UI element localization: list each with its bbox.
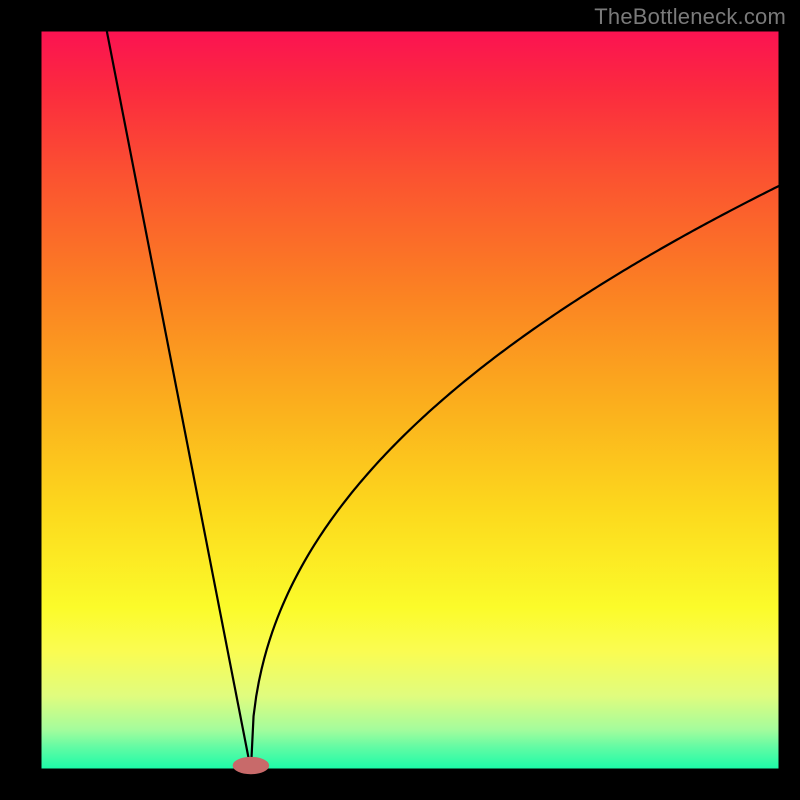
optimal-point-marker	[233, 757, 269, 773]
bottleneck-chart	[0, 0, 800, 800]
plot-background	[40, 30, 780, 770]
watermark-text: TheBottleneck.com	[594, 4, 786, 30]
